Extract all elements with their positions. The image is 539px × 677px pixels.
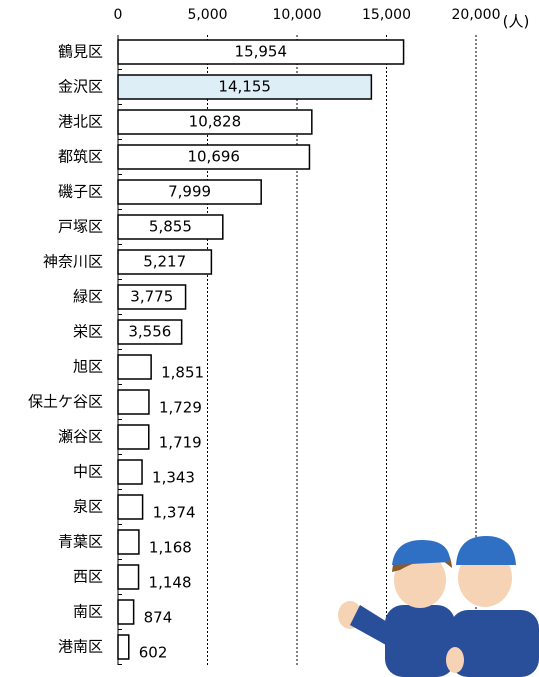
value-label: 1,729 (159, 399, 202, 417)
bar (118, 460, 142, 484)
unit-label: (人) (503, 13, 530, 31)
value-label: 1,851 (161, 364, 204, 382)
y-tick-label: 磯子区 (58, 183, 103, 201)
y-tick-label: 旭区 (73, 358, 103, 376)
y-tick-label: 戸塚区 (58, 218, 103, 236)
y-tick-label: 都筑区 (58, 148, 103, 166)
x-tick-label: 15,000 (362, 7, 411, 23)
bar (118, 495, 143, 519)
value-label: 14,155 (218, 78, 271, 96)
bar (118, 530, 139, 554)
worker-body (450, 610, 539, 677)
y-tick-label: 青葉区 (58, 533, 103, 551)
bar (118, 425, 149, 449)
y-tick-label: 金沢区 (58, 78, 103, 96)
value-label: 15,954 (235, 43, 288, 61)
illustration (338, 536, 539, 677)
y-tick-label: 瀬谷区 (58, 428, 103, 446)
x-tick-label: 0 (114, 7, 123, 23)
y-tick-label: 泉区 (73, 498, 103, 516)
value-label: 5,855 (149, 218, 192, 236)
y-tick-label: 鶴見区 (58, 43, 103, 61)
y-tick-label: 西区 (73, 568, 103, 586)
y-tick-label: 神奈川区 (43, 253, 103, 271)
value-label: 7,999 (168, 183, 211, 201)
bar (118, 600, 134, 624)
value-label: 1,719 (159, 434, 202, 452)
bar (118, 635, 129, 659)
value-label: 874 (144, 609, 173, 627)
value-label: 1,374 (153, 504, 196, 522)
x-tick-label: 20,000 (452, 7, 501, 23)
value-label: 3,775 (130, 288, 173, 306)
bar (118, 565, 139, 589)
value-label: 3,556 (128, 323, 171, 341)
y-tick-label: 中区 (73, 463, 103, 481)
bar (118, 390, 149, 414)
bar (118, 355, 151, 379)
worker-cap (392, 540, 450, 565)
value-label: 10,696 (187, 148, 240, 166)
y-tick-label: 緑区 (73, 288, 103, 306)
chart: (人) 0 5,000 10,000 15,000 20,000 鶴見区 15,954 金沢区… (0, 0, 539, 677)
y-tick-label: 保土ケ谷区 (28, 393, 103, 411)
value-label: 10,828 (189, 113, 242, 131)
x-tick-label: 5,000 (187, 7, 227, 23)
value-label: 1,343 (152, 469, 195, 487)
worker-hand (446, 647, 464, 673)
worker-cap (456, 536, 516, 565)
y-tick-label: 港北区 (58, 113, 103, 131)
y-tick-label: 栄区 (73, 323, 103, 341)
y-tick-label: 南区 (73, 603, 103, 621)
y-tick-label: 港南区 (58, 638, 103, 656)
value-label: 602 (139, 644, 168, 662)
value-label: 5,217 (143, 253, 186, 271)
value-label: 1,168 (149, 539, 192, 557)
value-label: 1,148 (149, 574, 192, 592)
x-tick-label: 10,000 (273, 7, 322, 23)
